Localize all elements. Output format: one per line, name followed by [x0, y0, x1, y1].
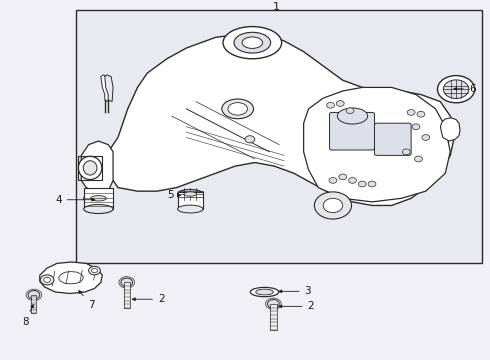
Circle shape: [44, 277, 50, 282]
Polygon shape: [101, 75, 109, 102]
Bar: [78, 156, 102, 180]
Polygon shape: [441, 118, 460, 141]
Circle shape: [268, 300, 279, 308]
Text: 4: 4: [55, 195, 95, 205]
Circle shape: [402, 149, 410, 155]
Ellipse shape: [250, 287, 279, 297]
Circle shape: [422, 135, 430, 140]
Text: 5: 5: [168, 190, 180, 201]
Ellipse shape: [84, 193, 113, 203]
Bar: [31, 295, 36, 313]
Circle shape: [89, 266, 100, 275]
Circle shape: [329, 177, 337, 183]
Circle shape: [323, 198, 343, 213]
Polygon shape: [105, 75, 113, 102]
Ellipse shape: [228, 103, 247, 115]
Circle shape: [327, 103, 334, 108]
Text: 8: 8: [22, 305, 33, 327]
Text: 2: 2: [132, 294, 165, 304]
Text: 7: 7: [79, 291, 95, 310]
Ellipse shape: [91, 195, 106, 201]
Polygon shape: [304, 87, 450, 202]
Text: 2: 2: [279, 301, 314, 311]
Ellipse shape: [83, 161, 97, 175]
Ellipse shape: [234, 32, 270, 53]
Circle shape: [336, 101, 344, 106]
Ellipse shape: [78, 156, 102, 180]
Circle shape: [438, 76, 475, 103]
Circle shape: [358, 181, 366, 187]
Circle shape: [245, 136, 255, 143]
Ellipse shape: [222, 99, 253, 119]
Circle shape: [92, 269, 98, 273]
Bar: [76, 10, 482, 263]
Ellipse shape: [177, 190, 203, 198]
Polygon shape: [103, 34, 455, 206]
Circle shape: [407, 109, 415, 115]
Circle shape: [40, 275, 54, 285]
Circle shape: [368, 181, 376, 187]
Bar: [270, 304, 276, 330]
Circle shape: [348, 177, 356, 183]
Polygon shape: [81, 141, 113, 191]
Ellipse shape: [223, 27, 282, 59]
Circle shape: [28, 291, 40, 299]
Bar: [84, 188, 113, 209]
Ellipse shape: [256, 289, 273, 295]
Circle shape: [346, 108, 354, 113]
Ellipse shape: [84, 204, 113, 213]
Circle shape: [339, 174, 346, 180]
Bar: [123, 282, 130, 308]
Circle shape: [315, 192, 351, 219]
Text: 1: 1: [273, 2, 280, 12]
Circle shape: [443, 80, 469, 99]
Polygon shape: [40, 262, 102, 293]
Circle shape: [417, 111, 425, 117]
Ellipse shape: [337, 108, 368, 124]
Ellipse shape: [242, 37, 263, 48]
FancyBboxPatch shape: [374, 123, 411, 156]
Circle shape: [121, 278, 133, 287]
FancyBboxPatch shape: [330, 112, 374, 150]
Text: 3: 3: [279, 286, 311, 296]
Bar: [177, 192, 203, 209]
Circle shape: [415, 156, 422, 162]
Ellipse shape: [177, 205, 203, 213]
Circle shape: [412, 124, 420, 130]
Ellipse shape: [184, 192, 196, 196]
Text: 6: 6: [454, 84, 475, 94]
